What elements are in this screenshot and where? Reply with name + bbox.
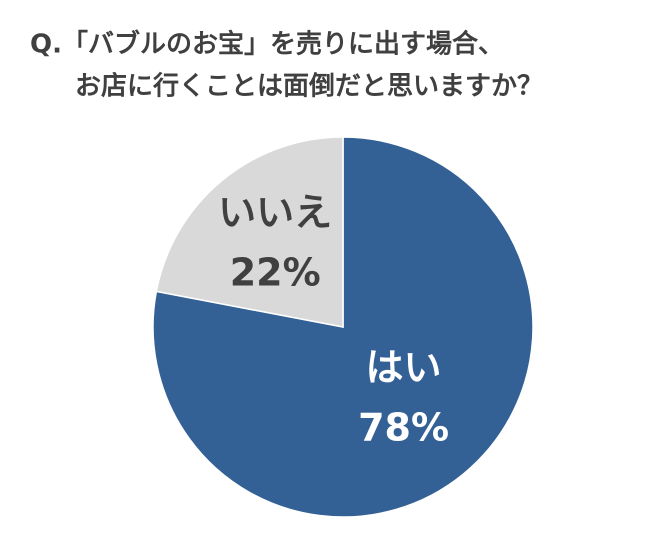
chart-title: お店に行くことは面倒だと思いますか？ [75,71,543,102]
chart-title: Q.「バブルのお宝」を売りに出す場合、 [30,29,504,60]
pie-slice [155,136,344,328]
pie-slice [152,136,534,518]
slice-label: はい [366,346,442,390]
value-label: 22% [230,251,321,295]
slice-label: いいえ [218,191,332,235]
value-label: 78% [358,406,449,450]
